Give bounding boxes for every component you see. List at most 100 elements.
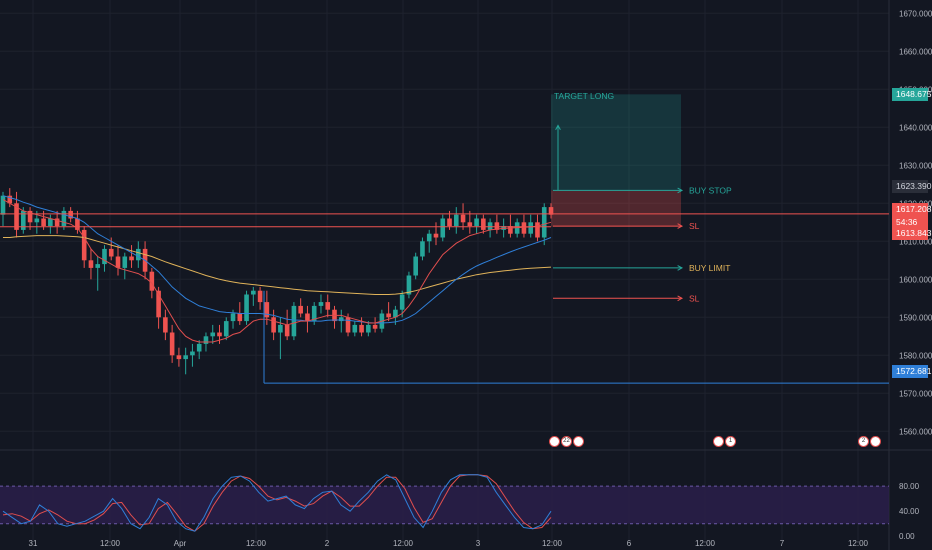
target-long-label: TARGET LONG bbox=[554, 91, 614, 101]
price-axis-label: 1640.000 bbox=[899, 123, 932, 132]
stoch-k-line bbox=[2, 474, 552, 532]
candle-body bbox=[474, 218, 479, 227]
candle-body bbox=[271, 317, 276, 333]
stoch-d-line bbox=[2, 474, 552, 532]
candle-body bbox=[108, 248, 114, 257]
time-axis-label: 12:00 bbox=[848, 539, 869, 548]
candle-body bbox=[406, 275, 412, 295]
candle-body bbox=[460, 214, 466, 223]
candle-body bbox=[48, 218, 53, 227]
low-level-price-tag: 1572.681 bbox=[892, 365, 931, 378]
price-axis-label: 1610.000 bbox=[899, 237, 932, 246]
price-axis-label: 1560.000 bbox=[899, 427, 932, 436]
candle-body bbox=[325, 302, 331, 310]
candle-body bbox=[183, 355, 188, 360]
sl-upper-label: SL bbox=[689, 221, 700, 231]
buy-limit-arrow-head bbox=[677, 265, 684, 271]
candle-body bbox=[61, 210, 67, 227]
candle-body bbox=[7, 195, 13, 204]
candle-body bbox=[115, 256, 121, 268]
price-axis-label: 1570.000 bbox=[899, 389, 932, 398]
candle-body bbox=[210, 332, 216, 337]
candle-body bbox=[264, 302, 270, 318]
candle-body bbox=[541, 207, 547, 238]
buy-limit-label: BUY LIMIT bbox=[689, 263, 730, 273]
oscillator-axis-label: 80.00 bbox=[899, 482, 920, 491]
current-price-tag: 1617.208 bbox=[892, 203, 931, 216]
candle-body bbox=[487, 222, 493, 230]
sl-upper-arrow bbox=[553, 223, 684, 229]
buy-limit-arrow bbox=[553, 265, 684, 271]
candle-body bbox=[251, 290, 256, 295]
candle-body bbox=[20, 210, 26, 230]
ema-mid-line bbox=[2, 195, 552, 324]
time-axis-label: 12:00 bbox=[695, 539, 716, 548]
candle-body bbox=[14, 203, 19, 230]
candle-body bbox=[318, 302, 324, 306]
candle-body bbox=[237, 313, 243, 322]
price-axis-label: 1580.000 bbox=[899, 351, 932, 360]
event-icon: 22 bbox=[561, 436, 572, 447]
candle-body bbox=[508, 226, 513, 234]
grid-lines bbox=[0, 0, 889, 540]
candle-body bbox=[223, 321, 229, 337]
ema-fast-line bbox=[2, 199, 552, 343]
event-marker-2[interactable]: 1 bbox=[713, 436, 736, 450]
candle-body bbox=[0, 195, 6, 215]
candle-body bbox=[338, 317, 344, 322]
candle-body bbox=[196, 343, 202, 352]
time-axis-label: 12:00 bbox=[246, 539, 267, 548]
time-axis-label: 6 bbox=[627, 539, 632, 548]
price-axis-label: 1600.000 bbox=[899, 275, 932, 284]
sl-lower-arrow bbox=[553, 295, 684, 302]
time-axis-label: 12:00 bbox=[100, 539, 121, 548]
countdown-tag: 54:36 bbox=[892, 216, 928, 229]
candle-body bbox=[284, 324, 290, 337]
candle-body bbox=[467, 222, 473, 227]
candle-body bbox=[81, 229, 87, 261]
sl-lower-label: SL bbox=[689, 293, 700, 303]
candle-body bbox=[359, 324, 364, 333]
candle-body bbox=[521, 222, 527, 234]
buy-stop-arrow-head bbox=[677, 187, 684, 194]
event-marker-1[interactable]: 22 bbox=[549, 436, 584, 450]
price-axis-label: 1630.000 bbox=[899, 161, 932, 170]
candle-body bbox=[345, 317, 351, 333]
candle-body bbox=[122, 256, 128, 268]
price-axis-label: 1660.000 bbox=[899, 47, 932, 56]
buy-stop-label: BUY STOP bbox=[689, 185, 732, 195]
candle-body bbox=[426, 233, 432, 242]
candle-body bbox=[190, 351, 195, 356]
candle-body bbox=[95, 264, 101, 268]
candle-body bbox=[366, 324, 371, 333]
target-arrow-head bbox=[555, 124, 561, 131]
candle-body bbox=[102, 248, 107, 265]
event-marker-3[interactable]: 2 bbox=[858, 436, 881, 450]
candle-body bbox=[386, 313, 391, 318]
ema-slow-line bbox=[3, 235, 552, 295]
candle-body bbox=[41, 218, 46, 227]
buy-stop-arrow bbox=[553, 187, 684, 194]
event-icon: 2 bbox=[858, 436, 869, 447]
oscillator-axis-label: 0.00 bbox=[899, 532, 915, 541]
candle-body bbox=[298, 305, 303, 314]
time-axis-label: 12:00 bbox=[542, 539, 563, 548]
candle-body bbox=[136, 248, 141, 261]
oscillator-band bbox=[0, 486, 889, 524]
candle-body bbox=[548, 207, 554, 215]
candle-body bbox=[88, 260, 94, 268]
oscillator-axis-label: 40.00 bbox=[899, 507, 920, 516]
candle-body bbox=[420, 241, 425, 257]
candle-body bbox=[528, 222, 534, 234]
candle-body bbox=[494, 222, 500, 230]
time-axis-label: 3 bbox=[476, 539, 481, 548]
candle-body bbox=[372, 324, 378, 329]
candle-body bbox=[75, 218, 80, 230]
candle-body bbox=[440, 218, 446, 238]
time-axis-label: 31 bbox=[29, 539, 38, 548]
candle-body bbox=[481, 218, 486, 230]
candle-body bbox=[257, 290, 263, 303]
candle-body bbox=[34, 218, 40, 223]
candle-body bbox=[352, 324, 358, 333]
